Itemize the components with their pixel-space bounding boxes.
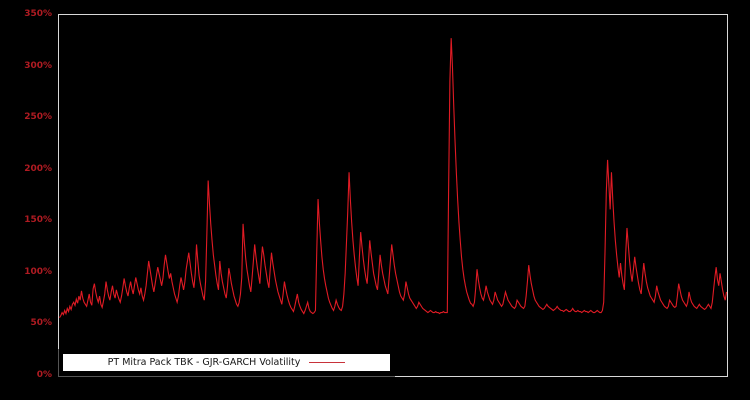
y-axis-tick-label: 250% [24, 112, 52, 123]
y-axis-tick-label: 150% [24, 215, 52, 226]
y-axis-tick-label: 300% [24, 60, 52, 71]
volatility-series-svg [59, 38, 727, 319]
y-axis-tick-label: 350% [24, 9, 52, 19]
y-axis-tick-label: 200% [24, 163, 52, 174]
legend-line-swatch [309, 362, 346, 363]
y-axis-tick-label: 50% [30, 318, 52, 329]
legend-label: PT Mitra Pack TBK - GJR-GARCH Volatility [107, 357, 301, 368]
volatility-line [59, 38, 727, 319]
y-axis-tick-label: 100% [24, 266, 52, 277]
y-axis-tick-labels: 0% 50% 100% 150% 200% 250% 300% 350% [0, 0, 52, 400]
y-axis-tick-label: 0% [36, 370, 52, 380]
chart-legend[interactable]: PT Mitra Pack TBK - GJR-GARCH Volatility [63, 354, 390, 371]
plot-area [58, 14, 728, 377]
